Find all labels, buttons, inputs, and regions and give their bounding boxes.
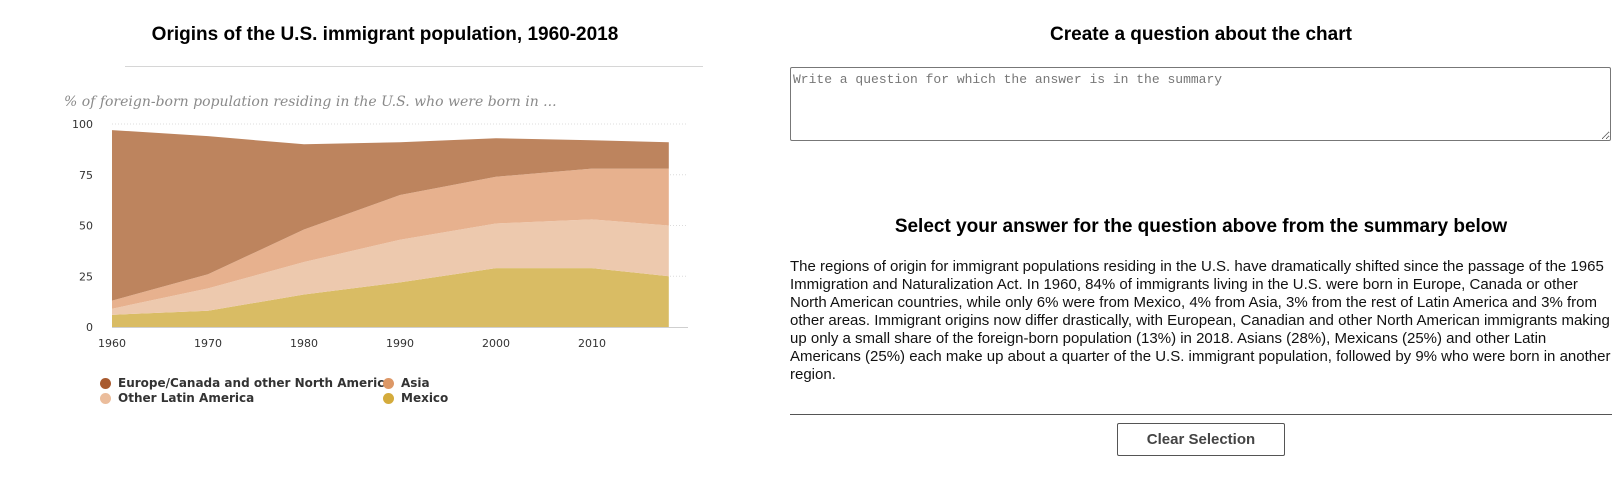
x-tick-label-2000: 2000 xyxy=(482,337,510,350)
y-tick-label-75: 75 xyxy=(79,169,93,182)
chart-panel: Origins of the U.S. immigrant population… xyxy=(0,0,770,495)
legend-swatch-asia xyxy=(383,377,394,389)
legend-item-asia: Asia xyxy=(383,376,430,390)
legend-swatch-mexico xyxy=(383,392,394,404)
legend-label-asia: Asia xyxy=(401,376,430,390)
legend-label-europe: Europe/Canada and other North America xyxy=(118,376,393,390)
area-mexico xyxy=(112,268,669,327)
legend-swatch-other-latin-america xyxy=(100,392,111,404)
area-other-latin-america xyxy=(112,219,669,315)
area-chart: 0 25 50 75 100 1960 1970 1980 1990 2000 2010 xyxy=(72,118,688,350)
legend-item-mexico: Mexico xyxy=(383,391,448,405)
summary-text[interactable]: The regions of origin for immigrant popu… xyxy=(790,258,1611,383)
legend-label-mexico: Mexico xyxy=(401,391,449,405)
area-europe-canada-and-other-north-america xyxy=(112,130,669,301)
legend-item-europe: Europe/Canada and other North America xyxy=(100,376,392,390)
chart-legend: Europe/Canada and other North America As… xyxy=(100,376,700,416)
y-tick-label-100: 100 xyxy=(72,118,93,131)
summary-divider xyxy=(790,414,1612,415)
x-tick-label-1970: 1970 xyxy=(194,337,222,350)
y-tick-label-0: 0 xyxy=(86,321,93,334)
legend-item-other-latin-america: Other Latin America xyxy=(100,391,254,405)
area-asia xyxy=(112,168,669,309)
y-tick-label-50: 50 xyxy=(79,220,93,233)
legend-swatch-europe xyxy=(100,377,111,389)
x-tick-label-1990: 1990 xyxy=(386,337,414,350)
x-tick-label-1980: 1980 xyxy=(290,337,318,350)
x-tick-label-1960: 1960 xyxy=(98,337,126,350)
clear-selection-button[interactable]: Clear Selection xyxy=(1117,423,1285,456)
chart-title: Origins of the U.S. immigrant population… xyxy=(151,24,619,45)
chart-subtitle: % of foreign-born population residing in… xyxy=(64,94,557,110)
answer-title: Select your answer for the question abov… xyxy=(894,216,1508,237)
legend-label-other-latin-america: Other Latin America xyxy=(118,391,255,405)
x-tick-label-2010: 2010 xyxy=(578,337,606,350)
question-input[interactable] xyxy=(790,67,1611,141)
question-title: Create a question about the chart xyxy=(1050,24,1352,45)
question-panel: Create a question about the chart Select… xyxy=(790,0,1612,495)
y-tick-label-25: 25 xyxy=(79,270,93,283)
title-divider xyxy=(125,66,703,67)
